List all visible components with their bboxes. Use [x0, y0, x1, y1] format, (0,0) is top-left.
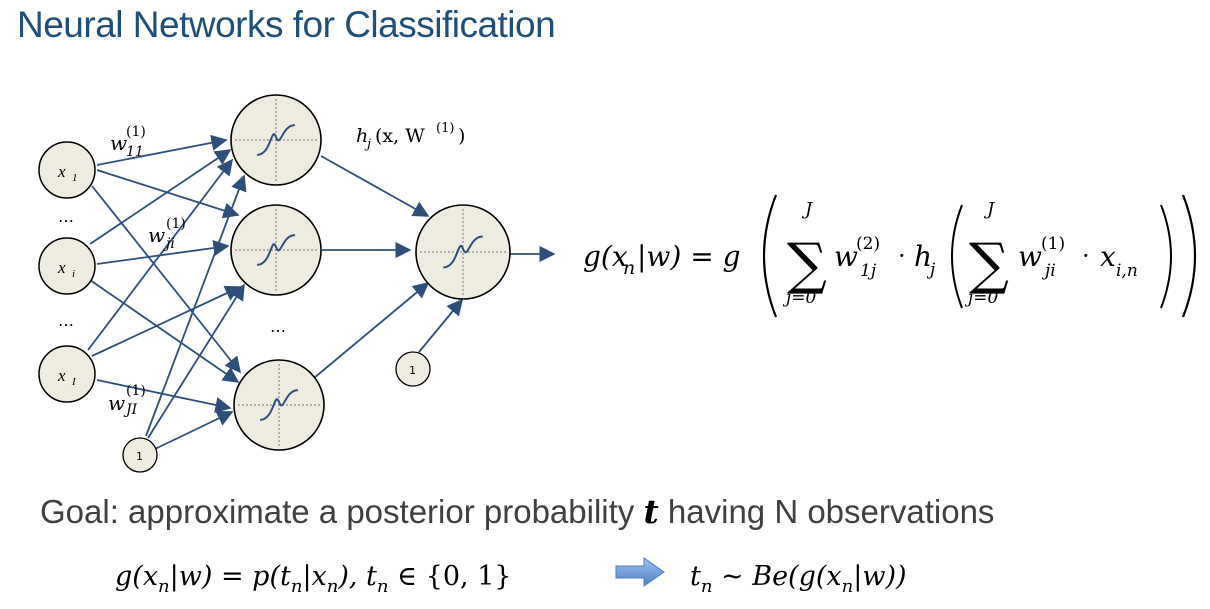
- input-node-x1: x 1: [38, 141, 96, 199]
- input-hidden-connections: [87, 134, 247, 450]
- main-formula: g(x n |w) = g ∑ J j=0 w (2) 1j · h j ∑ J…: [583, 194, 1197, 318]
- sigmoid-icon: [256, 124, 296, 156]
- svg-text:w: w: [148, 223, 165, 247]
- hidden-output-label: h j (x, W (1) ): [356, 121, 465, 152]
- svg-text:J: J: [801, 199, 814, 220]
- svg-text:n: n: [623, 257, 635, 279]
- svg-text:w: w: [110, 131, 127, 155]
- hidden-neuron-j: [230, 204, 322, 296]
- svg-text:·: ·: [1082, 242, 1090, 270]
- svg-text:g(xn|w) = p(tn|xn), tn ∈ {0,: g(xn|w) = p(tn|xn), tn ∈ {0, 1}: [115, 561, 512, 597]
- weight-label-w11: w (1) 11: [110, 124, 146, 160]
- svg-text:(x, W: (x, W: [375, 125, 425, 147]
- ellipsis-inputs-top: …: [58, 207, 74, 226]
- svg-text:i,n: i,n: [1116, 261, 1138, 281]
- svg-text:1: 1: [409, 364, 416, 377]
- svg-text:x: x: [57, 258, 66, 277]
- svg-text:ji: ji: [1041, 261, 1056, 281]
- sigmoid-icon: [259, 389, 299, 421]
- svg-text:): ): [458, 125, 465, 147]
- bias-node-input: 1: [122, 437, 158, 473]
- hidden-neuron-J: [233, 359, 325, 451]
- weight-label-wJI: w (1) JI: [108, 383, 146, 418]
- svg-text:1: 1: [136, 450, 143, 463]
- page-title: Neural Networks for Classification: [17, 4, 556, 45]
- svg-text:x: x: [1100, 240, 1116, 273]
- svg-text:1: 1: [72, 172, 78, 184]
- svg-text:tn ~ Be(g(xn|w)): tn ~ Be(g(xn|w)): [690, 561, 907, 597]
- ellipsis-hidden: …: [270, 317, 286, 336]
- output-neuron: [415, 204, 511, 300]
- svg-text:ji: ji: [163, 236, 175, 252]
- svg-text:(1): (1): [166, 216, 186, 232]
- implies-arrow-icon: [615, 557, 665, 587]
- svg-text:J: J: [983, 199, 996, 220]
- bias-node-hidden: 1: [395, 351, 431, 387]
- svg-text:i: i: [72, 268, 75, 280]
- svg-text:h: h: [356, 125, 368, 147]
- input-node-xI: x I: [38, 345, 96, 403]
- svg-text:(1): (1): [126, 124, 146, 140]
- svg-text:11: 11: [126, 144, 144, 160]
- svg-text:(1): (1): [436, 121, 454, 136]
- svg-text:I: I: [71, 376, 77, 388]
- svg-text:JI: JI: [123, 402, 138, 418]
- goal-variable: t: [643, 492, 659, 531]
- sum-symbol-inner: ∑: [969, 232, 1009, 297]
- hidden-output-connections: [313, 155, 556, 379]
- goal-text-after: having N observations: [658, 493, 995, 530]
- svg-text:(1): (1): [1041, 234, 1065, 254]
- sum-symbol-outer: ∑: [787, 232, 827, 297]
- weight-label-wji: w (1) ji: [148, 216, 186, 252]
- svg-text:(2): (2): [856, 234, 880, 254]
- svg-text:·: ·: [898, 242, 906, 270]
- hidden-neuron-1: [230, 94, 322, 186]
- ellipsis-inputs-bottom: …: [58, 311, 74, 330]
- goal-text-before: Goal: approximate a posterior probabilit…: [40, 493, 644, 530]
- bottom-formula: g(xn|w) = p(tn|xn), tn ∈ {0, 1} tn ~ Be(…: [115, 561, 907, 597]
- svg-text:x: x: [57, 366, 66, 385]
- svg-text:x: x: [57, 162, 66, 181]
- svg-text:j=0: j=0: [782, 288, 817, 308]
- svg-text:1j: 1j: [860, 261, 877, 281]
- sigmoid-icon: [443, 235, 483, 269]
- svg-text:|w) = g: |w) = g: [637, 240, 741, 273]
- sigmoid-icon: [256, 234, 296, 266]
- svg-text:j=0: j=0: [964, 288, 999, 308]
- svg-text:g(x: g(x: [583, 240, 628, 273]
- svg-text:j: j: [364, 137, 371, 152]
- svg-text:h: h: [914, 240, 932, 273]
- svg-text:w: w: [108, 391, 125, 415]
- svg-text:w: w: [834, 240, 858, 273]
- svg-text:w: w: [1018, 240, 1042, 273]
- input-node-xi: x i: [38, 237, 96, 295]
- svg-text:j: j: [926, 260, 936, 280]
- goal-statement: Goal: approximate a posterior probabilit…: [40, 492, 994, 531]
- svg-text:(1): (1): [126, 383, 146, 399]
